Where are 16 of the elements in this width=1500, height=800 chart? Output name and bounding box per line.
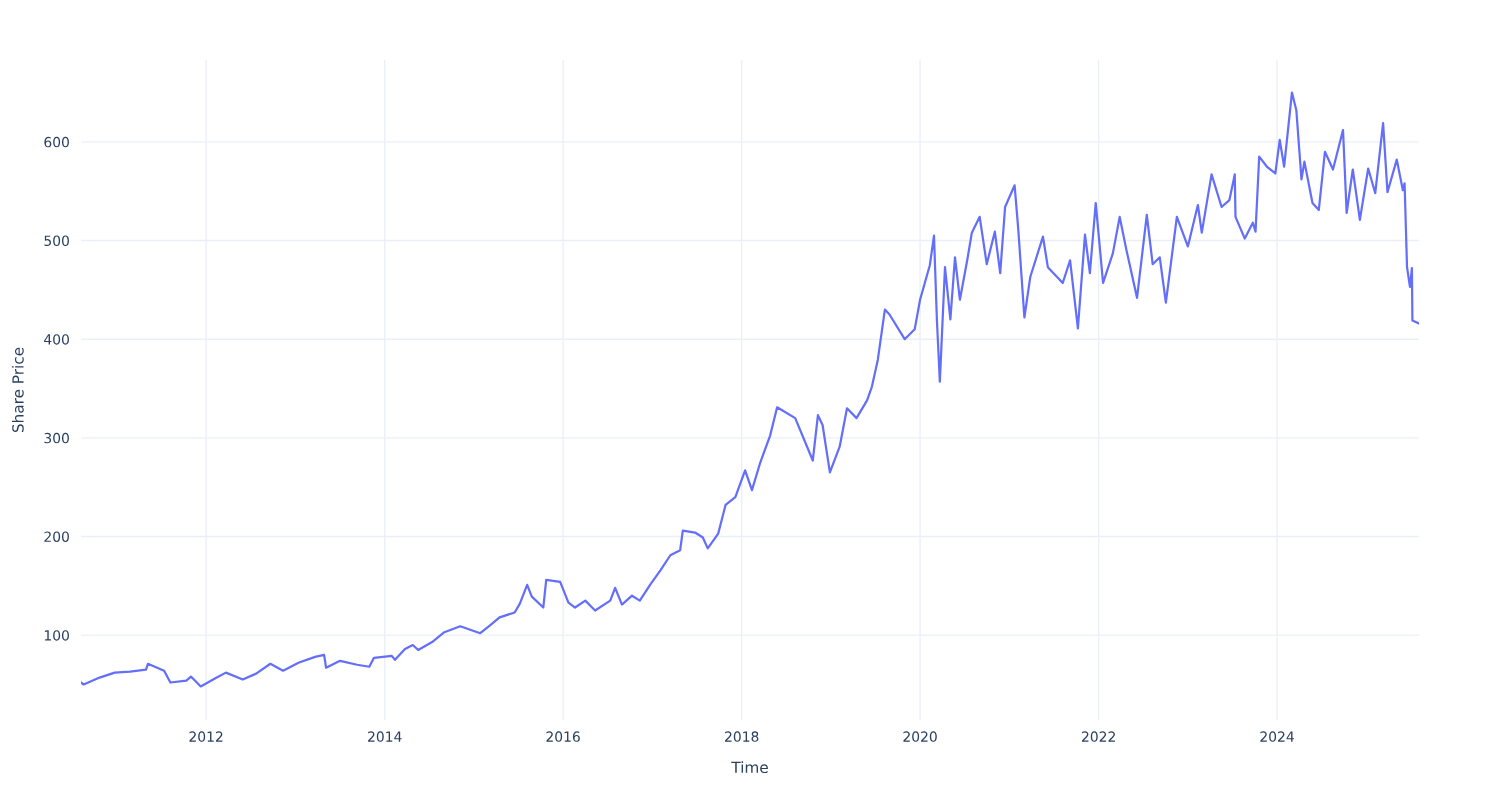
y-axis-title: Share Price	[11, 347, 24, 433]
x-tick-label: 2012	[189, 731, 223, 742]
y-tick-label: 200	[44, 531, 69, 542]
line-series	[81, 91, 1419, 688]
y-tick-label: 300	[44, 432, 69, 444]
y-tick-label: 100	[44, 630, 69, 641]
x-tick-label: 2022	[1082, 731, 1115, 742]
x-tick-label: 2018	[725, 731, 759, 742]
y-tick-label: 400	[44, 334, 69, 345]
y-tick-label: 600	[44, 136, 69, 148]
x-axis-title: Time	[731, 761, 768, 774]
x-tick-label: 2024	[1260, 731, 1294, 742]
x-tick-label: 2014	[368, 731, 402, 742]
x-tick-label: 2020	[903, 731, 937, 742]
y-tick-label: 500	[44, 235, 69, 247]
x-tick-label: 2016	[546, 731, 580, 742]
